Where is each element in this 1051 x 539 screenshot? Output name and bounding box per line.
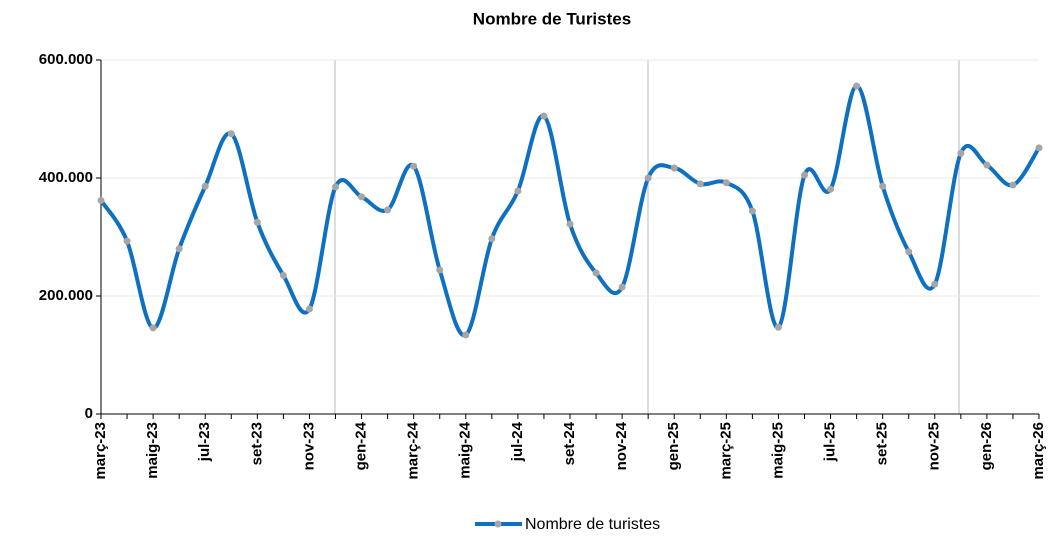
y-tick-label: 200.000 — [39, 287, 93, 304]
point — [514, 187, 522, 195]
point — [1009, 181, 1017, 189]
legend-label: Nombre de turistes — [525, 516, 660, 533]
point — [436, 266, 444, 274]
x-tick-label: maig-24 — [457, 421, 474, 478]
x-tick-label: març-26 — [1030, 422, 1047, 480]
x-tick-label: març-23 — [92, 422, 109, 480]
x-tick-label: maig-23 — [144, 422, 161, 479]
x-tick-label: set-25 — [874, 422, 891, 465]
point — [332, 183, 339, 191]
x-tick-label: gen-26 — [978, 422, 995, 470]
point — [748, 207, 756, 215]
point — [957, 149, 965, 157]
point — [931, 280, 939, 288]
point — [592, 269, 600, 277]
point — [227, 130, 235, 138]
point — [618, 283, 626, 291]
point — [827, 185, 835, 193]
point — [462, 331, 470, 339]
x-tick-label: nov-24 — [613, 421, 630, 470]
x-tick-label: jul-25 — [822, 422, 839, 462]
point — [358, 193, 366, 201]
x-tick-label: març-25 — [717, 422, 734, 480]
x-tick-label: gen-25 — [665, 422, 682, 470]
x-tick-label: maig-25 — [769, 422, 786, 479]
x-tick-label: jul-24 — [509, 421, 526, 462]
point — [905, 248, 913, 256]
x-tick-label: gen-24 — [353, 421, 370, 470]
chart-title: Nombre de Turistes — [473, 9, 631, 28]
point — [123, 237, 131, 245]
point — [983, 161, 991, 169]
point — [175, 245, 183, 253]
point — [853, 82, 861, 90]
point — [774, 323, 782, 331]
point — [696, 180, 704, 188]
point — [1035, 144, 1043, 152]
y-tick-label: 400.000 — [39, 169, 93, 186]
x-tick-label: set-24 — [561, 421, 578, 465]
y-tick-label: 600.000 — [39, 51, 93, 68]
point — [149, 324, 157, 332]
point — [97, 196, 105, 204]
point — [201, 182, 209, 190]
point — [722, 179, 730, 187]
point — [566, 220, 574, 228]
legend-marker — [494, 520, 502, 528]
series-line — [99, 83, 1041, 338]
point — [305, 305, 313, 313]
point — [279, 271, 287, 279]
point — [801, 171, 808, 179]
point — [410, 162, 418, 170]
point — [670, 164, 678, 172]
x-tick-label: set-23 — [248, 422, 265, 465]
point — [253, 218, 261, 226]
point — [644, 174, 652, 182]
point — [540, 112, 548, 120]
x-tick-label: jul-23 — [196, 422, 213, 462]
point — [879, 182, 887, 190]
x-tick-label: nov-25 — [926, 422, 943, 470]
point — [488, 235, 496, 243]
point — [384, 206, 392, 214]
x-tick-label: nov-23 — [300, 422, 317, 470]
y-tick-label: 0 — [85, 405, 93, 422]
x-tick-label: març-24 — [405, 421, 422, 479]
